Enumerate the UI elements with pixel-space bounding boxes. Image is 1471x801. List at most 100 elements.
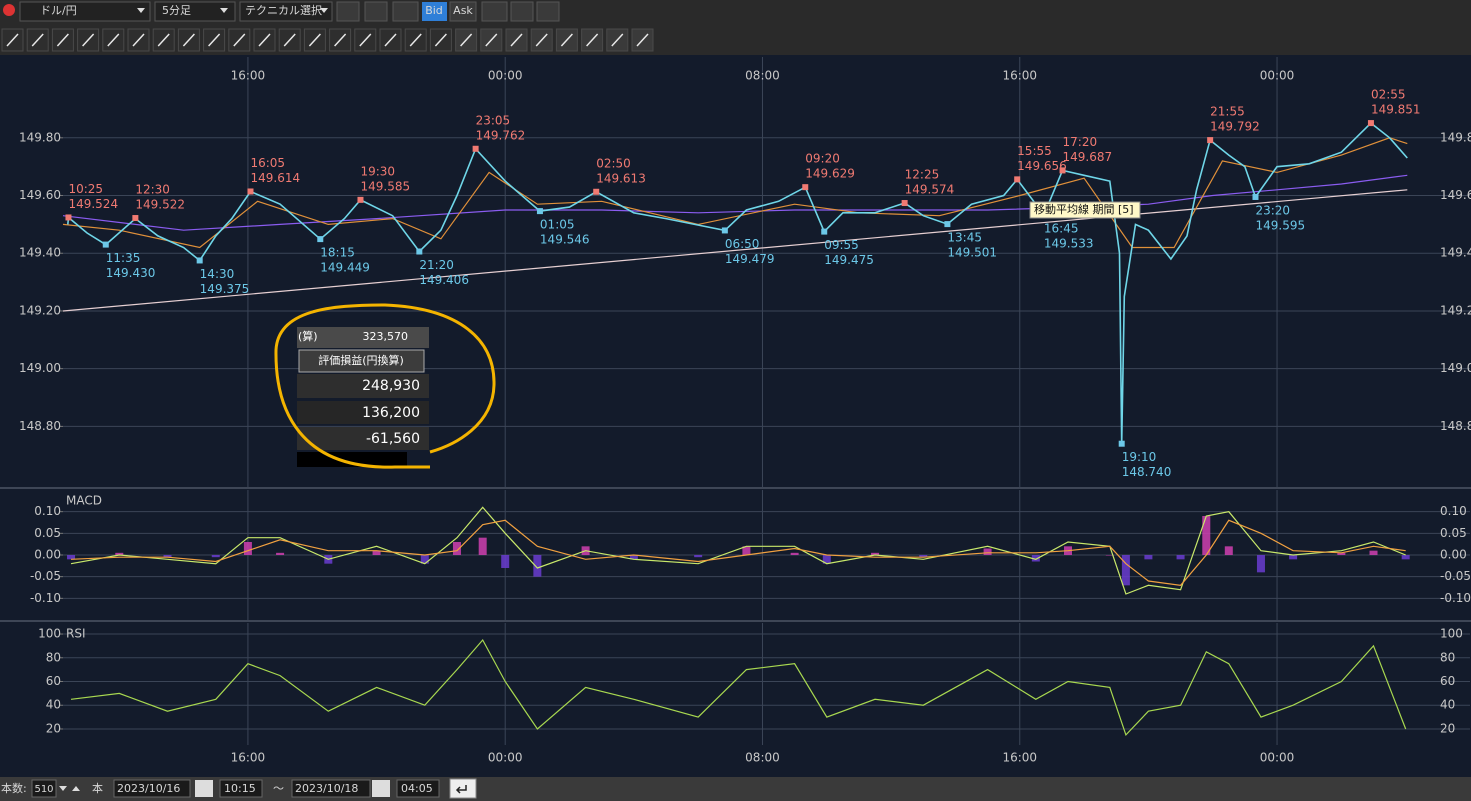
histogram-bar <box>1121 555 1130 586</box>
extreme-price: 149.522 <box>135 198 185 212</box>
y-tick-label: 149.40 <box>1440 246 1471 260</box>
overlay-value: 136,200 <box>362 405 420 421</box>
y-tick-label: 149.40 <box>19 246 61 260</box>
extreme-marker <box>132 215 139 222</box>
to-date-box[interactable] <box>291 779 371 798</box>
down-arrow[interactable] <box>59 786 67 791</box>
extreme-time: 19:10 <box>1122 450 1157 464</box>
extreme-marker <box>802 184 809 191</box>
y-tick-label: 0.10 <box>1440 504 1467 518</box>
technical-dropdown[interactable] <box>239 1 333 22</box>
extreme-price: 149.533 <box>1044 236 1094 250</box>
tool-icon <box>283 33 296 47</box>
tool-icon <box>107 33 120 47</box>
drawing-tools <box>1 28 654 52</box>
tool-icon <box>31 33 44 47</box>
tool-icon <box>359 33 372 47</box>
extreme-marker <box>944 221 951 228</box>
from-date-box[interactable] <box>113 779 191 798</box>
histogram-bar <box>211 555 220 558</box>
count-box[interactable] <box>31 779 57 798</box>
extreme-time: 13:45 <box>947 231 982 245</box>
highlight-circle <box>274 303 496 469</box>
y-tick-label: 149.00 <box>1440 361 1471 375</box>
y-tick-label: 149.20 <box>19 303 61 317</box>
tool-icon <box>510 33 523 47</box>
extreme-time: 21:55 <box>1210 105 1245 119</box>
extreme-time: 06:50 <box>725 237 760 251</box>
tool-icon <box>434 33 447 47</box>
extreme-time: 23:20 <box>1255 203 1290 217</box>
zoom-in-button[interactable] <box>536 1 560 22</box>
extreme-price: 149.595 <box>1255 218 1305 232</box>
dropdown-arrow <box>220 8 228 13</box>
extreme-marker <box>1252 193 1259 200</box>
tool-icon <box>611 33 624 47</box>
series-line <box>70 638 1407 737</box>
tool-icon <box>157 33 170 47</box>
extreme-time: 16:05 <box>250 156 285 170</box>
tool-icon <box>233 33 246 47</box>
tool-icon <box>535 33 548 47</box>
y-tick-label: 80 <box>46 650 61 664</box>
extreme-price: 149.449 <box>320 261 370 275</box>
extreme-time: 14:30 <box>200 267 235 281</box>
extreme-price: 149.430 <box>106 266 156 280</box>
extreme-marker <box>416 248 423 255</box>
histogram-bar <box>115 552 124 555</box>
y-tick-label: 60 <box>1440 674 1455 688</box>
pair-dropdown[interactable] <box>19 1 151 22</box>
apply-button[interactable] <box>449 778 477 799</box>
to-time-box[interactable] <box>396 779 440 798</box>
count-unit: 本 <box>92 781 103 795</box>
extreme-marker <box>1118 440 1125 447</box>
calendar-button[interactable] <box>372 780 390 797</box>
y-tick-label: 20 <box>46 721 61 735</box>
extreme-price: 149.406 <box>419 273 469 287</box>
y-tick-label: 60 <box>46 674 61 688</box>
tool-icon <box>82 33 95 47</box>
extreme-marker <box>1367 120 1374 127</box>
y-tick-label: 0.05 <box>34 526 61 540</box>
tool-button[interactable] <box>364 1 388 22</box>
tool-icon <box>485 33 498 47</box>
ask-button[interactable] <box>449 1 477 22</box>
calendar-button[interactable] <box>195 780 213 797</box>
y-tick-label: -0.10 <box>30 591 61 605</box>
extreme-price: 149.479 <box>725 252 775 266</box>
timeframe-dropdown[interactable] <box>154 1 236 22</box>
y-tick-label: 0.05 <box>1440 526 1467 540</box>
extreme-marker <box>1014 176 1021 183</box>
y-tick-label: 40 <box>1440 698 1455 712</box>
extreme-time: 10:25 <box>68 182 103 196</box>
tool-icon <box>258 33 271 47</box>
tool-icon <box>308 33 321 47</box>
extreme-marker <box>1059 167 1066 174</box>
zoom-out-button[interactable] <box>510 1 534 22</box>
histogram-bar <box>501 555 510 568</box>
extreme-time: 12:30 <box>135 183 170 197</box>
overlay-top-value: 323,570 <box>363 330 409 343</box>
histogram-bar <box>1337 552 1346 555</box>
up-arrow[interactable] <box>72 786 80 791</box>
overlay-button[interactable] <box>298 349 425 373</box>
tool-button[interactable] <box>481 1 508 22</box>
from-time-box[interactable] <box>219 779 263 798</box>
histogram-bar <box>871 552 880 555</box>
y-tick-label: 80 <box>1440 650 1455 664</box>
histogram-bar <box>1289 555 1298 560</box>
histogram-bar <box>1176 555 1185 560</box>
extreme-price: 149.524 <box>68 197 118 211</box>
tool-icon <box>636 33 649 47</box>
trendline <box>62 189 1408 312</box>
bid-button[interactable] <box>422 2 447 21</box>
extreme-marker <box>247 188 254 195</box>
tool-icon <box>6 33 19 47</box>
tool-button[interactable] <box>336 1 360 22</box>
extreme-time: 01:05 <box>540 218 575 232</box>
histogram-bar <box>372 550 381 555</box>
extreme-marker <box>102 241 109 248</box>
tool-button[interactable] <box>392 1 419 22</box>
x-tick-label: 08:00 <box>745 751 780 765</box>
